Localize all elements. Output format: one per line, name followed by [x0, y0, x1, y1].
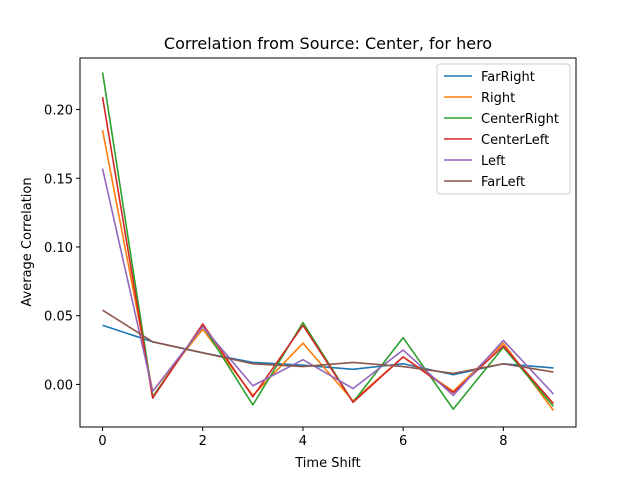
- y-tick-label: 0.20: [44, 104, 73, 119]
- legend: FarRight Right CenterRight CenterLeft Left Fa…: [436, 63, 571, 195]
- x-axis-title: Time Shift: [294, 456, 361, 471]
- y-tick-label: 0.15: [44, 172, 73, 187]
- legend-label-left: Left: [481, 154, 505, 169]
- x-axis: 0 2 4 6 8: [98, 427, 507, 449]
- series-line-far-left: [102, 309, 554, 375]
- plot-area: [79, 57, 577, 428]
- y-tick-label: 0.10: [44, 241, 73, 256]
- x-tick-label: 8: [499, 434, 507, 449]
- x-tick-label: 0: [98, 434, 106, 449]
- y-tick-label: 0.05: [44, 310, 73, 325]
- legend-label-far-left: FarLeft: [481, 175, 525, 190]
- x-tick-label: 4: [299, 434, 307, 449]
- y-axis: 0.00 0.05 0.10 0.15 0.20: [44, 104, 80, 393]
- legend-label-center-left: CenterLeft: [481, 133, 549, 148]
- y-axis-title: Average Correlation: [20, 177, 35, 306]
- x-tick-label: 2: [199, 434, 207, 449]
- chart-title: Correlation from Source: Center, for her…: [164, 34, 492, 53]
- legend-label-right: Right: [481, 91, 515, 106]
- y-tick-label: 0.00: [44, 378, 73, 393]
- x-tick-label: 6: [399, 434, 407, 449]
- legend-label-far-right: FarRight: [481, 70, 535, 85]
- series-lines: [101, 72, 555, 411]
- legend-label-center-right: CenterRight: [481, 112, 559, 127]
